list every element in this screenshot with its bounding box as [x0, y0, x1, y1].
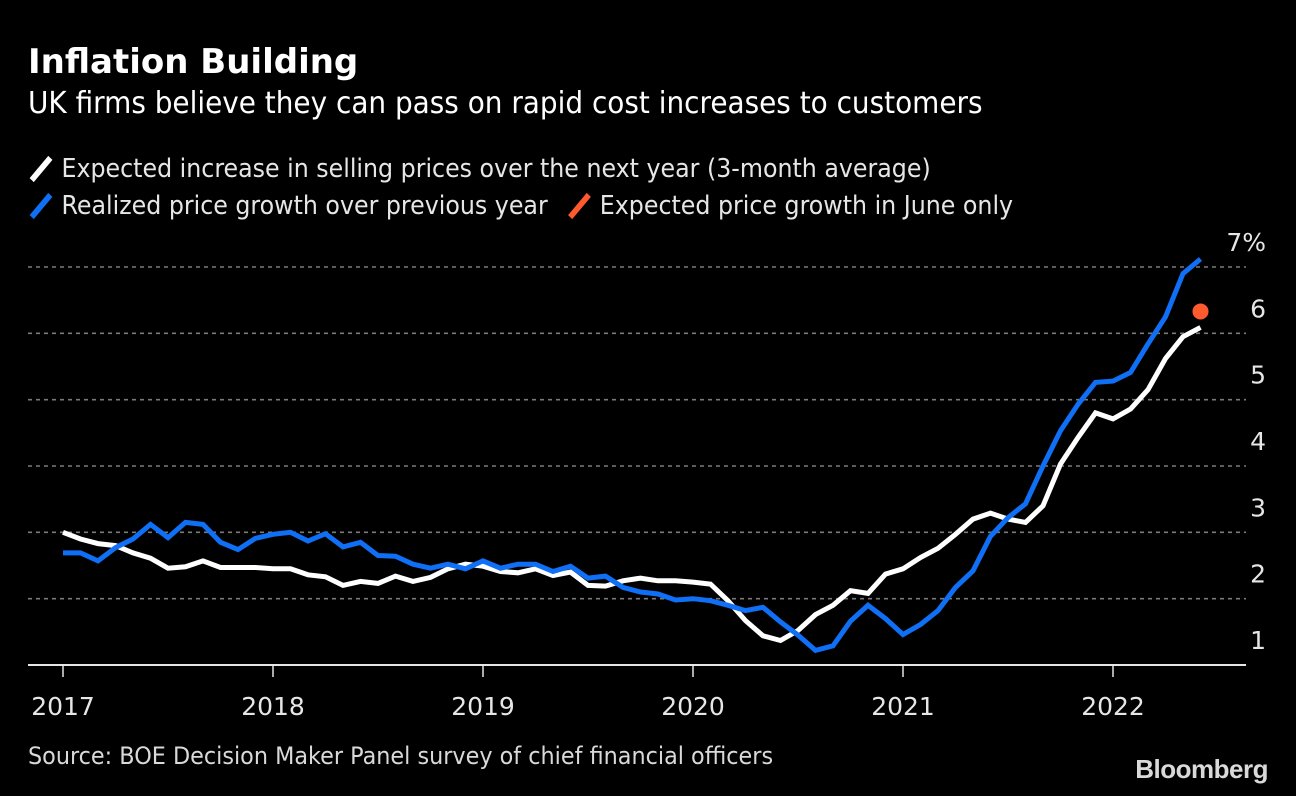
legend-row-1: Expected increase in selling prices over… — [28, 150, 1032, 187]
x-tick-label-2021: 2021 — [871, 692, 935, 721]
x-tick-label-2018: 2018 — [241, 692, 305, 721]
x-axis: 2017 2018 2019 2020 2021 2022 — [28, 664, 1246, 721]
gridlines — [28, 266, 1246, 600]
x-tick-label-2019: 2019 — [451, 692, 515, 721]
y-tick-label-6: 6 — [1250, 294, 1266, 323]
legend-item-expected: Expected increase in selling prices over… — [28, 153, 931, 184]
bloomberg-logo: Bloomberg — [1135, 754, 1268, 784]
x-tick-label-2022: 2022 — [1081, 692, 1145, 721]
legend-item-realized: Realized price growth over previous year — [28, 191, 548, 221]
y-tick-label-7: 7% — [1226, 228, 1266, 257]
series-line-expected — [62, 325, 1202, 644]
legend-label-expected: Expected increase in selling prices over… — [61, 153, 931, 184]
series-group — [62, 257, 1209, 654]
x-tick-label-2017: 2017 — [31, 692, 95, 721]
y-tick-label-5: 5 — [1250, 361, 1266, 390]
chart-title: Inflation Building — [28, 42, 359, 82]
y-tick-label-3: 3 — [1250, 493, 1266, 522]
legend: Expected increase in selling prices over… — [28, 150, 1107, 224]
legend-label-june: Expected price growth in June only — [599, 190, 1014, 221]
x-tick-label-2020: 2020 — [661, 692, 725, 721]
june-expected-point — [1192, 303, 1209, 320]
y-tick-label-1: 1 — [1250, 626, 1266, 655]
y-tick-label-4: 4 — [1250, 427, 1266, 456]
chart-subtitle: UK firms believe they can pass on rapid … — [28, 86, 983, 121]
y-tick-label-2: 2 — [1250, 560, 1266, 589]
legend-item-june: Expected price growth in June only — [566, 191, 1013, 221]
source-note: Source: BOE Decision Maker Panel survey … — [28, 742, 774, 770]
legend-row-2: Realized price growth over previous year… — [28, 187, 1032, 224]
series-line-realized — [63, 257, 1203, 654]
legend-label-realized: Realized price growth over previous year — [61, 190, 548, 221]
y-axis: 1 2 3 4 5 6 7% — [1226, 228, 1266, 655]
